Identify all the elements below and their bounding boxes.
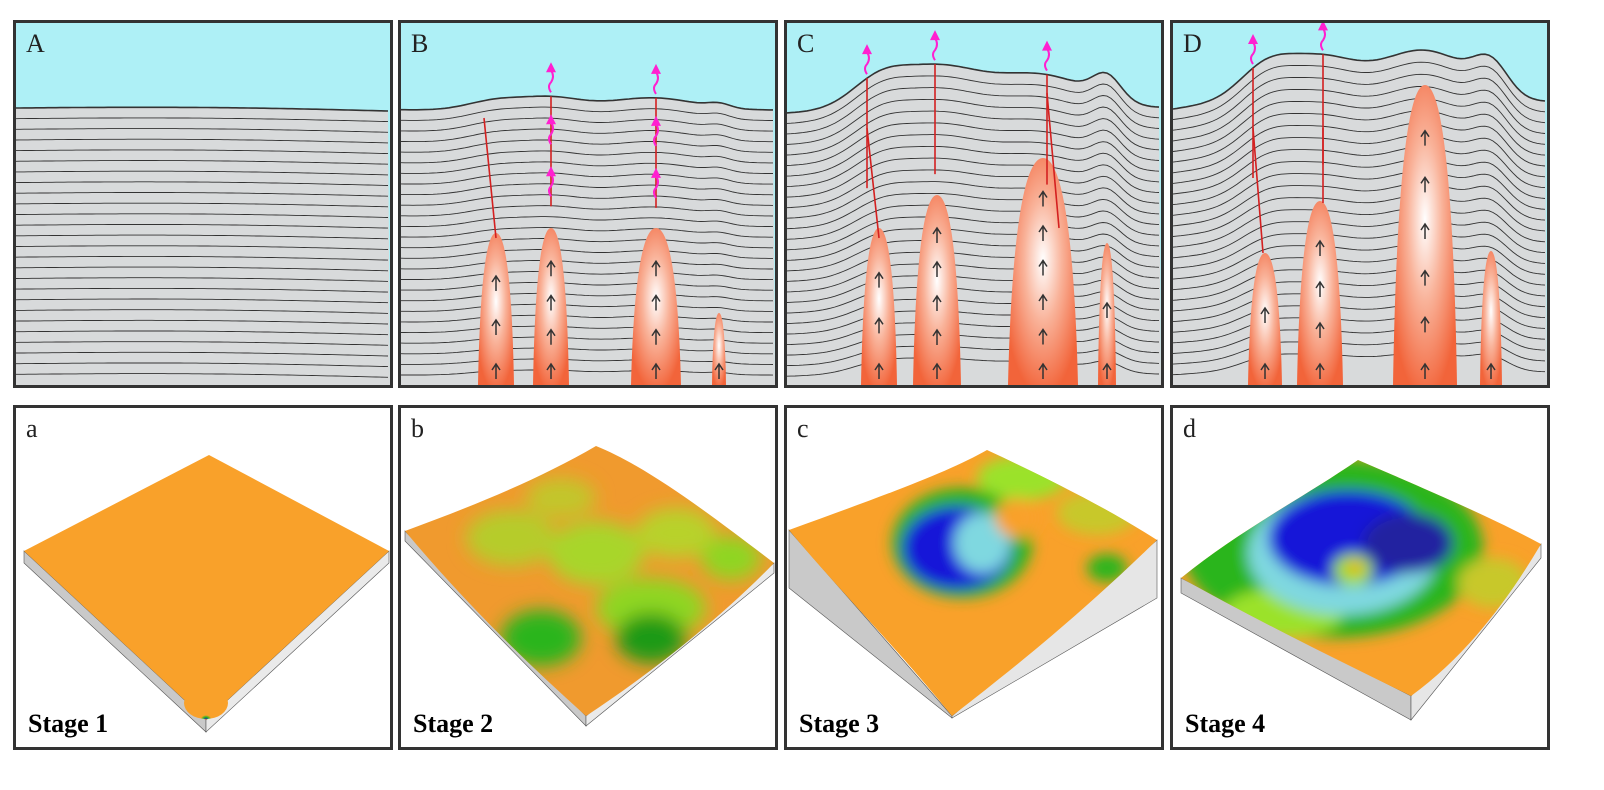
panel-a: a Stage 1 xyxy=(13,405,393,750)
panel-D: D xyxy=(1170,20,1550,388)
panel-A: A xyxy=(13,20,393,388)
panel-B: B xyxy=(398,20,778,388)
panel-letter: c xyxy=(797,414,809,444)
cross-section-A xyxy=(16,23,390,385)
stage-label: Stage 1 xyxy=(28,709,108,739)
cross-section-B xyxy=(401,23,775,385)
stage-label: Stage 3 xyxy=(799,709,879,739)
cross-section-C xyxy=(787,23,1161,385)
panel-letter: D xyxy=(1183,29,1202,59)
panel-c: c Stage 3 xyxy=(784,405,1164,750)
stage-label: Stage 4 xyxy=(1185,709,1265,739)
panel-b: b Stage 2 xyxy=(398,405,778,750)
panel-letter: C xyxy=(797,29,814,59)
panel-letter: b xyxy=(411,414,424,444)
panel-letter: a xyxy=(26,414,38,444)
surface-3d-c xyxy=(787,408,1161,747)
surface-3d-b xyxy=(401,408,775,747)
panel-letter: B xyxy=(411,29,428,59)
surface-3d-d xyxy=(1173,408,1547,747)
panel-d: d Stage 4 xyxy=(1170,405,1550,750)
stage-label: Stage 2 xyxy=(413,709,493,739)
panel-letter: A xyxy=(26,29,45,59)
panel-letter: d xyxy=(1183,414,1196,444)
cross-section-D xyxy=(1173,23,1547,385)
surface-3d-a xyxy=(16,408,390,747)
panel-C: C xyxy=(784,20,1164,388)
